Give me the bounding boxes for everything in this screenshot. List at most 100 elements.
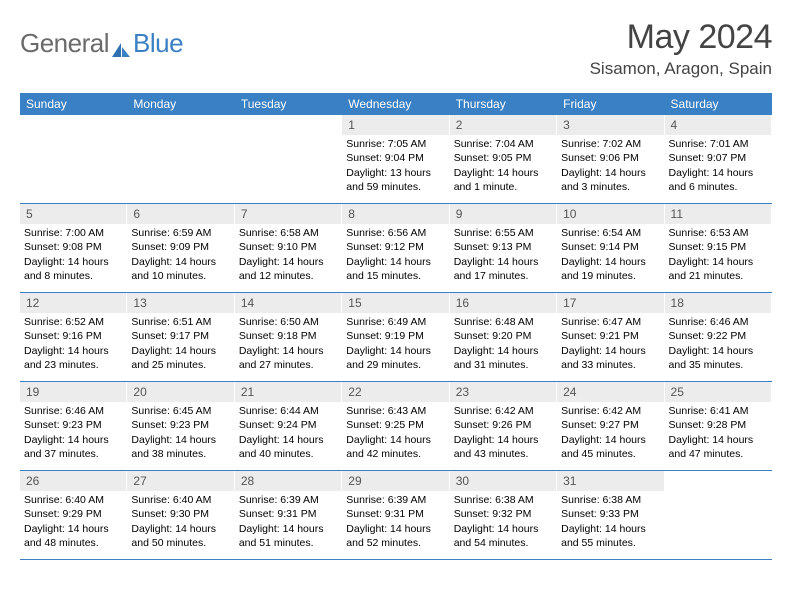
daylight-text: Daylight: 13 hours and 59 minutes. — [346, 166, 444, 194]
sunrise-text: Sunrise: 6:39 AM — [239, 493, 337, 507]
day-text: Sunrise: 6:49 AMSunset: 9:19 PMDaylight:… — [342, 315, 448, 376]
sunrise-text: Sunrise: 6:38 AM — [454, 493, 552, 507]
daylight-text: Daylight: 14 hours and 48 minutes. — [24, 522, 122, 550]
daylight-text: Daylight: 14 hours and 54 minutes. — [454, 522, 552, 550]
sunrise-text: Sunrise: 6:49 AM — [346, 315, 444, 329]
day-cell — [127, 115, 234, 203]
day-cell: 18Sunrise: 6:46 AMSunset: 9:22 PMDayligh… — [665, 293, 772, 381]
day-number: 31 — [557, 471, 663, 491]
day-cell: 3Sunrise: 7:02 AMSunset: 9:06 PMDaylight… — [557, 115, 664, 203]
day-cell: 7Sunrise: 6:58 AMSunset: 9:10 PMDaylight… — [235, 204, 342, 292]
day-cell: 4Sunrise: 7:01 AMSunset: 9:07 PMDaylight… — [665, 115, 772, 203]
day-number: 3 — [557, 115, 663, 135]
sunset-text: Sunset: 9:15 PM — [669, 240, 767, 254]
daylight-text: Daylight: 14 hours and 51 minutes. — [239, 522, 337, 550]
week-row: 1Sunrise: 7:05 AMSunset: 9:04 PMDaylight… — [20, 115, 772, 204]
dayhead-sun: Sunday — [20, 93, 127, 115]
sunset-text: Sunset: 9:04 PM — [346, 151, 444, 165]
day-text: Sunrise: 6:58 AMSunset: 9:10 PMDaylight:… — [235, 226, 341, 287]
day-text: Sunrise: 7:04 AMSunset: 9:05 PMDaylight:… — [450, 137, 556, 198]
daylight-text: Daylight: 14 hours and 10 minutes. — [131, 255, 229, 283]
sunset-text: Sunset: 9:33 PM — [561, 507, 659, 521]
day-cell: 31Sunrise: 6:38 AMSunset: 9:33 PMDayligh… — [557, 471, 664, 559]
day-number: 29 — [342, 471, 448, 491]
weeks-container: 1Sunrise: 7:05 AMSunset: 9:04 PMDaylight… — [20, 115, 772, 560]
sunset-text: Sunset: 9:28 PM — [669, 418, 767, 432]
day-number: 5 — [20, 204, 126, 224]
daylight-text: Daylight: 14 hours and 3 minutes. — [561, 166, 659, 194]
daylight-text: Daylight: 14 hours and 50 minutes. — [131, 522, 229, 550]
logo: General Blue — [20, 18, 183, 59]
sunrise-text: Sunrise: 6:58 AM — [239, 226, 337, 240]
dayhead-tue: Tuesday — [235, 93, 342, 115]
sunrise-text: Sunrise: 6:59 AM — [131, 226, 229, 240]
day-cell — [665, 471, 772, 559]
day-cell: 25Sunrise: 6:41 AMSunset: 9:28 PMDayligh… — [665, 382, 772, 470]
day-cell: 10Sunrise: 6:54 AMSunset: 9:14 PMDayligh… — [557, 204, 664, 292]
week-row: 12Sunrise: 6:52 AMSunset: 9:16 PMDayligh… — [20, 293, 772, 382]
sunset-text: Sunset: 9:23 PM — [24, 418, 122, 432]
sunset-text: Sunset: 9:07 PM — [669, 151, 767, 165]
sunrise-text: Sunrise: 6:40 AM — [24, 493, 122, 507]
day-number: 19 — [20, 382, 126, 402]
sunset-text: Sunset: 9:17 PM — [131, 329, 229, 343]
day-cell: 21Sunrise: 6:44 AMSunset: 9:24 PMDayligh… — [235, 382, 342, 470]
day-cell: 6Sunrise: 6:59 AMSunset: 9:09 PMDaylight… — [127, 204, 234, 292]
sail-icon — [110, 35, 132, 53]
day-text: Sunrise: 6:38 AMSunset: 9:33 PMDaylight:… — [557, 493, 663, 554]
daylight-text: Daylight: 14 hours and 27 minutes. — [239, 344, 337, 372]
day-number: 15 — [342, 293, 448, 313]
sunrise-text: Sunrise: 6:43 AM — [346, 404, 444, 418]
daylight-text: Daylight: 14 hours and 29 minutes. — [346, 344, 444, 372]
sunset-text: Sunset: 9:10 PM — [239, 240, 337, 254]
sunrise-text: Sunrise: 6:56 AM — [346, 226, 444, 240]
day-cell: 20Sunrise: 6:45 AMSunset: 9:23 PMDayligh… — [127, 382, 234, 470]
sunset-text: Sunset: 9:21 PM — [561, 329, 659, 343]
daylight-text: Daylight: 14 hours and 8 minutes. — [24, 255, 122, 283]
day-number: 24 — [557, 382, 663, 402]
sunrise-text: Sunrise: 6:45 AM — [131, 404, 229, 418]
day-text: Sunrise: 6:52 AMSunset: 9:16 PMDaylight:… — [20, 315, 126, 376]
daylight-text: Daylight: 14 hours and 6 minutes. — [669, 166, 767, 194]
day-text: Sunrise: 6:44 AMSunset: 9:24 PMDaylight:… — [235, 404, 341, 465]
daylight-text: Daylight: 14 hours and 38 minutes. — [131, 433, 229, 461]
sunrise-text: Sunrise: 6:40 AM — [131, 493, 229, 507]
day-text: Sunrise: 6:47 AMSunset: 9:21 PMDaylight:… — [557, 315, 663, 376]
sunset-text: Sunset: 9:26 PM — [454, 418, 552, 432]
daylight-text: Daylight: 14 hours and 40 minutes. — [239, 433, 337, 461]
daylight-text: Daylight: 14 hours and 19 minutes. — [561, 255, 659, 283]
sunset-text: Sunset: 9:24 PM — [239, 418, 337, 432]
day-text — [20, 137, 126, 141]
daylight-text: Daylight: 14 hours and 15 minutes. — [346, 255, 444, 283]
day-number: 14 — [235, 293, 341, 313]
sunrise-text: Sunrise: 6:48 AM — [454, 315, 552, 329]
day-number: 12 — [20, 293, 126, 313]
sunset-text: Sunset: 9:32 PM — [454, 507, 552, 521]
day-text: Sunrise: 6:48 AMSunset: 9:20 PMDaylight:… — [450, 315, 556, 376]
day-cell: 8Sunrise: 6:56 AMSunset: 9:12 PMDaylight… — [342, 204, 449, 292]
sunrise-text: Sunrise: 6:46 AM — [24, 404, 122, 418]
day-text — [665, 493, 771, 497]
day-text: Sunrise: 6:40 AMSunset: 9:30 PMDaylight:… — [127, 493, 233, 554]
week-row: 19Sunrise: 6:46 AMSunset: 9:23 PMDayligh… — [20, 382, 772, 471]
day-text: Sunrise: 6:42 AMSunset: 9:26 PMDaylight:… — [450, 404, 556, 465]
day-cell: 5Sunrise: 7:00 AMSunset: 9:08 PMDaylight… — [20, 204, 127, 292]
day-number: 4 — [665, 115, 771, 135]
daylight-text: Daylight: 14 hours and 33 minutes. — [561, 344, 659, 372]
daylight-text: Daylight: 14 hours and 1 minute. — [454, 166, 552, 194]
day-number: 27 — [127, 471, 233, 491]
sunset-text: Sunset: 9:16 PM — [24, 329, 122, 343]
sunrise-text: Sunrise: 6:51 AM — [131, 315, 229, 329]
sunset-text: Sunset: 9:13 PM — [454, 240, 552, 254]
sunrise-text: Sunrise: 6:53 AM — [669, 226, 767, 240]
sunset-text: Sunset: 9:20 PM — [454, 329, 552, 343]
day-cell: 15Sunrise: 6:49 AMSunset: 9:19 PMDayligh… — [342, 293, 449, 381]
day-text: Sunrise: 6:56 AMSunset: 9:12 PMDaylight:… — [342, 226, 448, 287]
day-number: 6 — [127, 204, 233, 224]
day-cell: 14Sunrise: 6:50 AMSunset: 9:18 PMDayligh… — [235, 293, 342, 381]
daylight-text: Daylight: 14 hours and 37 minutes. — [24, 433, 122, 461]
sunset-text: Sunset: 9:25 PM — [346, 418, 444, 432]
sunrise-text: Sunrise: 6:44 AM — [239, 404, 337, 418]
daylight-text: Daylight: 14 hours and 31 minutes. — [454, 344, 552, 372]
day-cell: 11Sunrise: 6:53 AMSunset: 9:15 PMDayligh… — [665, 204, 772, 292]
